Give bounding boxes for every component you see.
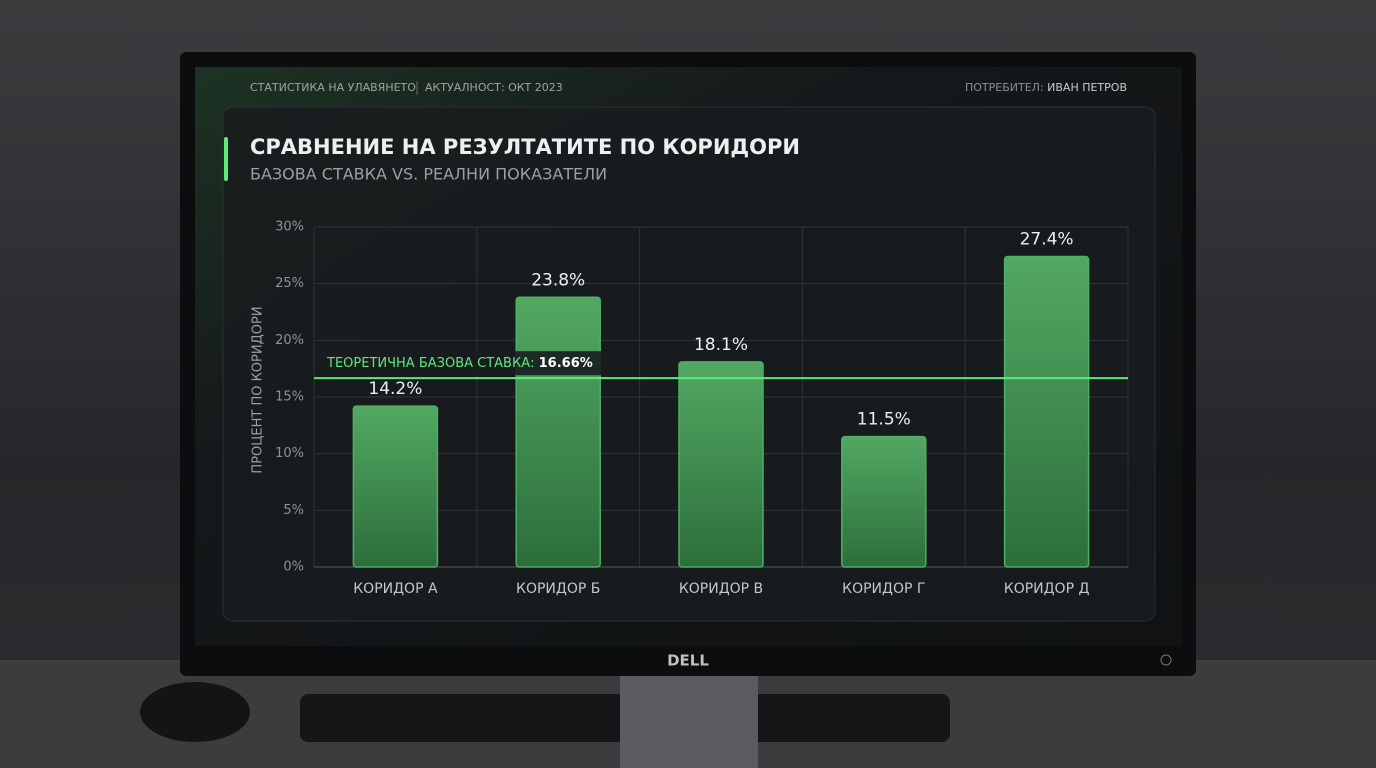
value-label: 27.4% [1020,229,1074,249]
value-label: 14.2% [368,379,422,399]
chart-title: СРАВНЕНИЕ НА РЕЗУЛТАТИТЕ ПО КОРИДОРИ [250,135,800,159]
bar [841,435,927,568]
value-label: 23.8% [531,270,585,290]
y-tick-label: 0% [283,560,304,575]
user-label: ПОТРЕБИТЕЛ: [965,81,1044,94]
monitor-stand [620,672,758,768]
power-button[interactable] [1160,654,1172,666]
y-axis-label: ПРОЦЕНТ ПО КОРИДОРИ [251,306,266,473]
y-tick-label: 15% [275,390,304,405]
brand-logo: DELL [667,652,709,670]
y-tick-label: 5% [283,503,304,518]
x-tick-label: КОРИДОР Д [1004,581,1090,597]
reference-label-text: ТЕОРЕТИЧНА БАЗОВА СТАВКА: [326,356,534,371]
bar [1003,255,1090,568]
bar [515,296,601,568]
y-tick-label: 20% [275,333,304,348]
user-name: ИВАН ПЕТРОВ [1047,81,1127,94]
reference-label-value: 16.66% [539,356,593,371]
plot: 0% 5% 10% 15% 20% 25% 30% КОРИДОР А 14.2% КОРИДОР… [275,220,1129,597]
header-section: СТАТИСТИКА НА УЛАВЯНЕТО [250,81,416,94]
mouse [140,682,250,742]
y-tick-label: 10% [275,446,304,461]
title-accent [224,137,228,181]
bar [678,361,764,568]
value-label: 18.1% [694,335,748,355]
x-tick-label: КОРИДОР В [679,581,763,597]
chart-subtitle: БАЗОВА СТАВКА VS. РЕАЛНИ ПОКАЗАТЕЛИ [250,165,607,184]
reference-label: ТЕОРЕТИЧНА БАЗОВА СТАВКА: 16.66% [326,356,593,371]
x-tick-label: КОРИДОР Г [842,581,925,597]
x-tick-label: КОРИДОР А [353,581,438,597]
header-updated: АКТУАЛНОСТ: ОКТ 2023 [425,81,563,94]
y-tick-label: 30% [275,220,304,235]
value-label: 11.5% [857,410,911,430]
bar [352,405,439,568]
header-user: ПОТРЕБИТЕЛ: ИВАН ПЕТРОВ [965,81,1127,94]
reference-label-box [322,351,612,376]
y-tick-label: 25% [275,276,304,291]
x-tick-label: КОРИДОР Б [516,581,600,597]
